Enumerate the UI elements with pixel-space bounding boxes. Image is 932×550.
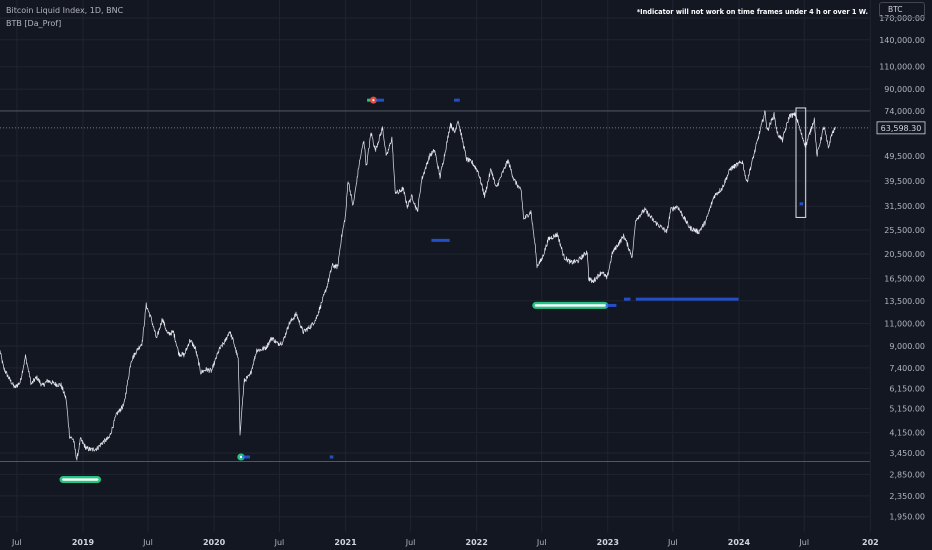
- y-tick-label: 2,850.00: [889, 470, 925, 479]
- y-tick-label: 140,000.00: [879, 36, 925, 45]
- signal-marker-core: [372, 98, 375, 102]
- x-tick-label: 2020: [203, 538, 226, 547]
- signal-marker-core: [239, 455, 243, 459]
- y-tick-label: 2,350.00: [889, 492, 925, 501]
- price-series-layer: [0, 110, 836, 461]
- y-tick-label: 13,500.00: [884, 297, 925, 306]
- blue-bar-marker: [635, 297, 739, 301]
- indicator-markers: [59, 96, 804, 484]
- y-tick-label: 25,500.00: [884, 226, 925, 235]
- blue-bar-marker: [242, 455, 251, 459]
- y-tick-label: 1,950.00: [889, 513, 925, 522]
- indicator-note: *Indicator will not work on time frames …: [636, 8, 868, 16]
- symbol-search-box[interactable]: BTC: [879, 2, 925, 18]
- x-tick-label: 202: [862, 538, 879, 547]
- blue-bar-marker: [375, 98, 384, 102]
- indicator-legend[interactable]: BTB [Da_Prof]: [6, 19, 62, 28]
- price-line: [0, 110, 836, 461]
- time-axis[interactable]: Jul 2019 Jul 2020 Jul 2021 Jul 2022 Jul 2023 Jul 20…: [11, 538, 879, 547]
- x-tick-label: Jul: [142, 538, 153, 547]
- y-tick-label: 16,500.00: [884, 274, 925, 283]
- y-tick-label: 20,500.00: [884, 250, 925, 259]
- x-tick-label: 2019: [72, 538, 95, 547]
- y-tick-label: 5,150.00: [889, 404, 925, 413]
- signal-marker-core: [534, 304, 606, 307]
- blue-bar-marker: [623, 297, 631, 301]
- chart-title: Bitcoin Liquid Index, 1D, BNC: [6, 6, 124, 15]
- x-tick-label: Jul: [798, 538, 809, 547]
- y-tick-label: 49,500.00: [884, 152, 925, 161]
- x-tick-label: Jul: [11, 538, 22, 547]
- reference-lines: [0, 110, 870, 462]
- y-tick-label: 90,000.00: [884, 85, 925, 94]
- price-axis[interactable]: 170,000.00 140,000.00 110,000.00 90,000.00 7…: [876, 14, 926, 522]
- x-tick-label: 2022: [466, 538, 488, 547]
- x-tick-label: 2021: [334, 538, 357, 547]
- y-tick-label: 3,450.00: [889, 449, 925, 458]
- blue-bar-marker: [431, 238, 450, 242]
- x-tick-label: Jul: [274, 538, 285, 547]
- y-tick-label: 4,150.00: [889, 428, 925, 437]
- highlight-box: [795, 107, 807, 218]
- y-tick-label: 7,400.00: [889, 364, 925, 373]
- y-tick-label: 170,000.00: [879, 14, 925, 23]
- last-price-label: 63,598.30: [881, 124, 922, 133]
- grid-lines: [0, 0, 871, 532]
- y-tick-label: 39,500.00: [884, 177, 925, 186]
- x-tick-label: 2024: [728, 538, 751, 547]
- y-tick-label: 31,500.00: [884, 202, 925, 211]
- blue-bar-marker: [329, 455, 334, 459]
- last-price-tag[interactable]: [876, 121, 926, 135]
- blue-bar-marker: [605, 303, 617, 307]
- signal-dot: [367, 98, 371, 102]
- x-tick-label: 2023: [597, 538, 619, 547]
- signal-marker-core: [62, 478, 99, 481]
- y-tick-label: 6,150.00: [889, 385, 925, 394]
- blue-bar-marker: [454, 98, 460, 102]
- y-tick-label: 110,000.00: [879, 63, 925, 72]
- y-tick-label: 11,000.00: [884, 320, 925, 329]
- y-tick-label: 74,000.00: [884, 107, 925, 116]
- x-tick-label: Jul: [536, 538, 547, 547]
- highlight-box-layer: [795, 107, 807, 218]
- x-tick-label: Jul: [405, 538, 416, 547]
- y-tick-label: 9,000.00: [889, 342, 925, 351]
- x-tick-label: Jul: [667, 538, 678, 547]
- blue-bar-marker: [799, 202, 804, 206]
